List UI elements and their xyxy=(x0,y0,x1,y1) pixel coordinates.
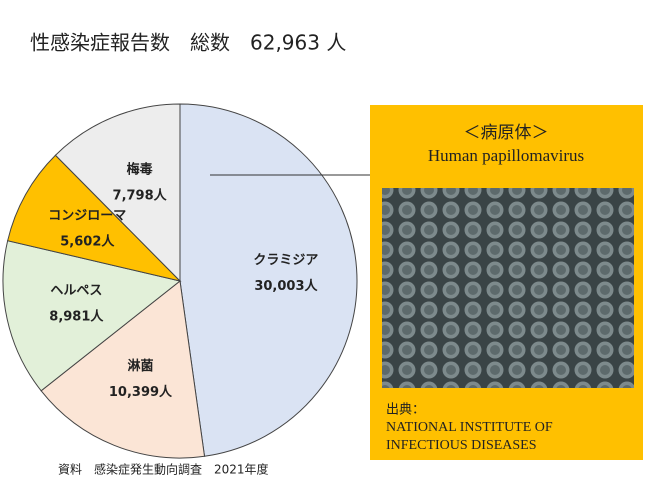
slice-label: コンジローマ xyxy=(48,209,126,224)
value-label: 30,003人 xyxy=(254,278,318,294)
credit-label: 出典： xyxy=(386,403,425,418)
source: 資料 感染症発生動向調査 2021年度 xyxy=(58,462,269,477)
value-label: 8,981人 xyxy=(49,309,104,325)
chart-title: 性感染症報告数 総数 62,963 人 xyxy=(30,31,346,55)
micrograph xyxy=(382,188,634,388)
pie-slice xyxy=(54,103,181,283)
slice-label: 淋菌 xyxy=(127,358,153,374)
value-label: 5,602人 xyxy=(60,234,115,250)
credit-line: NATIONAL INSTITUTE OF xyxy=(386,420,553,435)
pie-slice xyxy=(2,240,182,392)
value-label: 10,399人 xyxy=(109,384,173,400)
slice-label: 梅毒 xyxy=(127,161,153,177)
value-label: 7,798人 xyxy=(113,187,168,203)
pie-slice xyxy=(179,103,358,457)
pie-slice xyxy=(40,280,206,459)
pie-slice xyxy=(7,154,182,282)
panel-name: Human papillomavirus xyxy=(428,146,584,165)
slice-label: ヘルペス xyxy=(50,284,102,299)
credit-line: INFECTIOUS DISEASES xyxy=(386,438,537,453)
slice-label: クラミジア xyxy=(253,253,318,268)
panel-heading: ＜病原体＞ xyxy=(464,123,549,142)
